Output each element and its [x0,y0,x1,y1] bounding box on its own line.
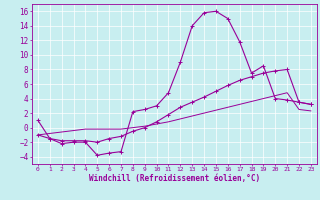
X-axis label: Windchill (Refroidissement éolien,°C): Windchill (Refroidissement éolien,°C) [89,174,260,183]
